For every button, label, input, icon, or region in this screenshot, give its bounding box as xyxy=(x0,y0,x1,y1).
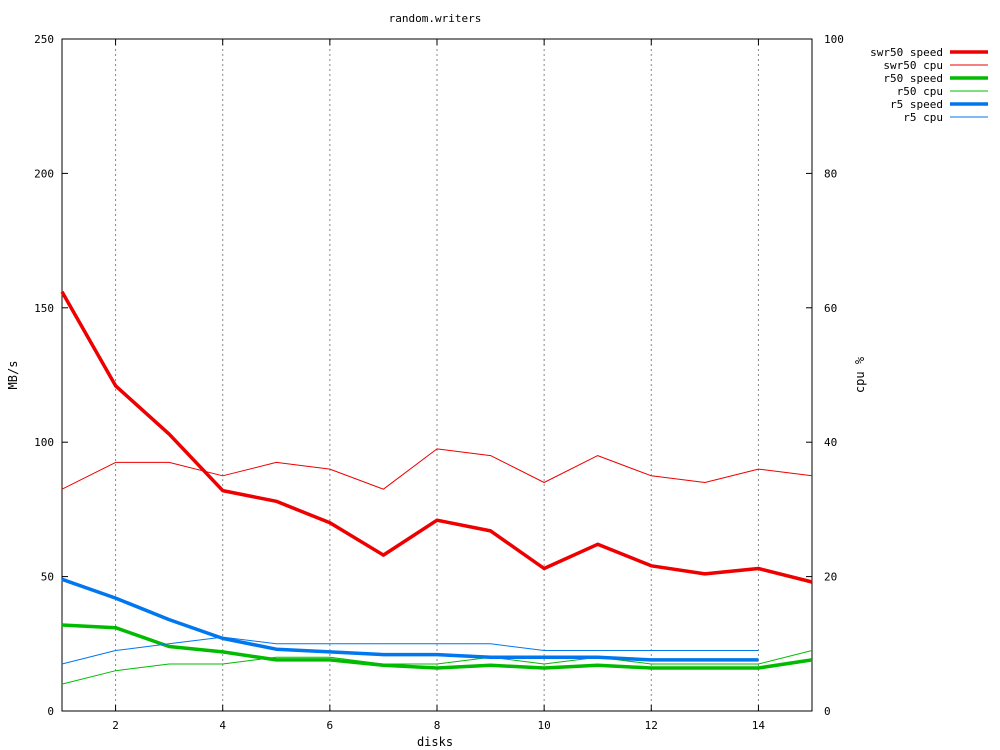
x-axis-label: disks xyxy=(417,735,453,749)
x-tick-label-3: 8 xyxy=(434,719,441,732)
y2-tick-label-2: 40 xyxy=(824,436,837,449)
y-tick-label-1: 50 xyxy=(41,571,54,584)
series-group xyxy=(60,290,813,685)
x-tick-label-6: 14 xyxy=(752,719,766,732)
legend-label-r50-speed: r50 speed xyxy=(883,72,943,85)
y2-tick-label-5: 100 xyxy=(824,33,844,46)
y2-tick-label-3: 60 xyxy=(824,302,837,315)
legend-label-swr50-speed: swr50 speed xyxy=(870,46,943,59)
x-tick-label-1: 4 xyxy=(219,719,226,732)
series-line-r50-cpu xyxy=(61,650,813,685)
grid-lines xyxy=(115,39,759,711)
axis-ticks: 2 4 6 8 10 12 14 0 50 100 150 200 250 0 20 40 60 80 100 xyxy=(34,33,844,732)
x-tick-label-5: 12 xyxy=(645,719,658,732)
series-line-r5-speed xyxy=(61,577,759,662)
series-line-r50-speed xyxy=(61,623,813,670)
y-tick-label-2: 100 xyxy=(34,436,54,449)
y2-tick-label-1: 20 xyxy=(824,571,837,584)
y-axis-label: MB/s xyxy=(6,361,20,390)
legend-label-r50-cpu: r50 cpu xyxy=(897,85,943,98)
y-tick-label-5: 250 xyxy=(34,33,54,46)
y2-tick-label-0: 0 xyxy=(824,705,831,718)
legend-label-r5-cpu: r5 cpu xyxy=(903,111,943,124)
x-tick-label-4: 10 xyxy=(538,719,551,732)
y2-tick-label-4: 80 xyxy=(824,167,837,180)
y2-axis-label: cpu % xyxy=(853,356,867,393)
legend-label-swr50-cpu: swr50 cpu xyxy=(883,59,943,72)
legend-label-r5-speed: r5 speed xyxy=(890,98,943,111)
series-line-swr50-speed xyxy=(60,290,813,584)
chart-title: random.writers xyxy=(389,12,482,25)
x-tick-label-0: 2 xyxy=(112,719,119,732)
y-tick-label-4: 200 xyxy=(34,167,54,180)
series-line-swr50-cpu xyxy=(61,448,813,490)
x-tick-label-2: 6 xyxy=(327,719,334,732)
y-tick-label-0: 0 xyxy=(47,705,54,718)
series-line-r5-cpu xyxy=(61,636,759,665)
y-tick-label-3: 150 xyxy=(34,302,54,315)
